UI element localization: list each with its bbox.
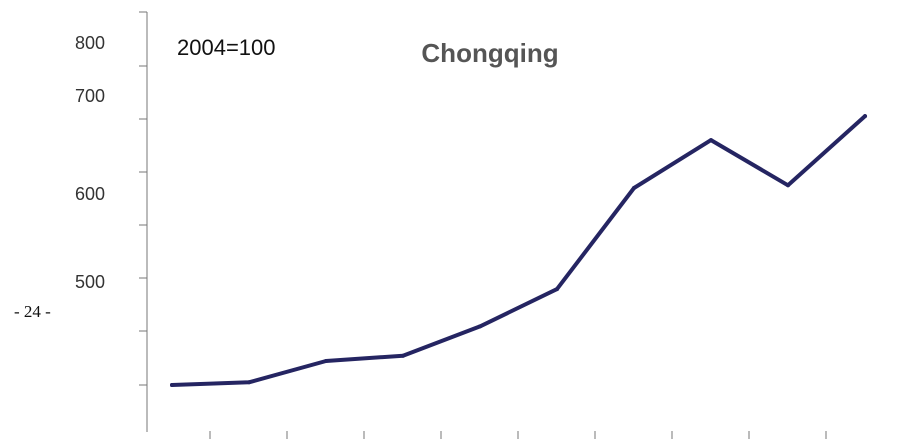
data-point xyxy=(863,114,867,119)
data-point xyxy=(786,183,790,188)
data-layer xyxy=(170,114,867,387)
data-point xyxy=(170,383,174,387)
data-point xyxy=(555,287,559,292)
x-axis xyxy=(209,431,827,439)
y-tick-label: 700 xyxy=(75,86,105,106)
data-point xyxy=(709,138,713,143)
y-tick-label: 500 xyxy=(75,272,105,292)
series-line xyxy=(170,114,867,387)
data-point xyxy=(632,186,636,190)
page-number: - 24 - xyxy=(14,302,51,321)
chart-title: Chongqing xyxy=(421,38,558,68)
y-tick-label: 600 xyxy=(75,184,105,204)
data-point xyxy=(478,324,482,329)
y-tick-label: 800 xyxy=(75,33,105,53)
chart-annotation: 2004=100 xyxy=(177,35,276,60)
y-axis xyxy=(139,11,148,432)
data-point xyxy=(401,353,405,358)
data-point xyxy=(324,359,328,363)
data-point xyxy=(247,380,251,385)
